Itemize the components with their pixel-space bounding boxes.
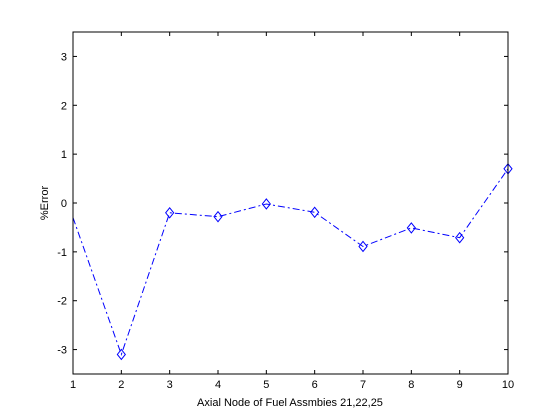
data-point-marker <box>261 198 271 210</box>
data-point-marker <box>310 206 320 219</box>
data-point-marker <box>455 231 465 244</box>
data-point-marker <box>406 222 416 234</box>
x-tick-label: 5 <box>263 379 269 391</box>
y-tick-label: -1 <box>57 247 67 259</box>
x-axis-label: Axial Node of Fuel Assmbies 21,22,25 <box>197 397 383 409</box>
x-tick-label: 10 <box>502 379 514 391</box>
x-tick-label: 3 <box>167 379 173 391</box>
y-tick-label: 0 <box>61 198 67 210</box>
x-tick-label: 1 <box>70 379 76 391</box>
plot-area <box>73 32 508 374</box>
series-layer <box>73 162 513 361</box>
y-tick-label: 2 <box>61 100 67 112</box>
data-point-marker <box>358 240 368 253</box>
x-tick-label: 8 <box>408 379 414 391</box>
x-tick-label: 4 <box>215 379 221 391</box>
data-point-marker <box>165 206 175 219</box>
ticks-layer <box>72 32 509 374</box>
x-tick-label: 2 <box>118 379 124 391</box>
y-tick-label: -3 <box>57 345 67 357</box>
data-point-marker <box>213 210 223 223</box>
tick-labels-layer: 1 2 3 4 5 6 7 8 9 10 -3 -2 -1 0 1 2 3 <box>57 51 514 391</box>
y-tick-label: -2 <box>57 296 67 308</box>
x-tick-label: 9 <box>457 379 463 391</box>
plot-frame <box>72 31 509 375</box>
x-tick-label: 7 <box>360 379 366 391</box>
y-tick-label: 1 <box>61 149 67 161</box>
x-tick-label: 6 <box>312 379 318 391</box>
y-tick-label: 3 <box>61 51 67 63</box>
data-point-marker <box>116 348 126 361</box>
y-axis-label: %Error <box>39 186 51 221</box>
